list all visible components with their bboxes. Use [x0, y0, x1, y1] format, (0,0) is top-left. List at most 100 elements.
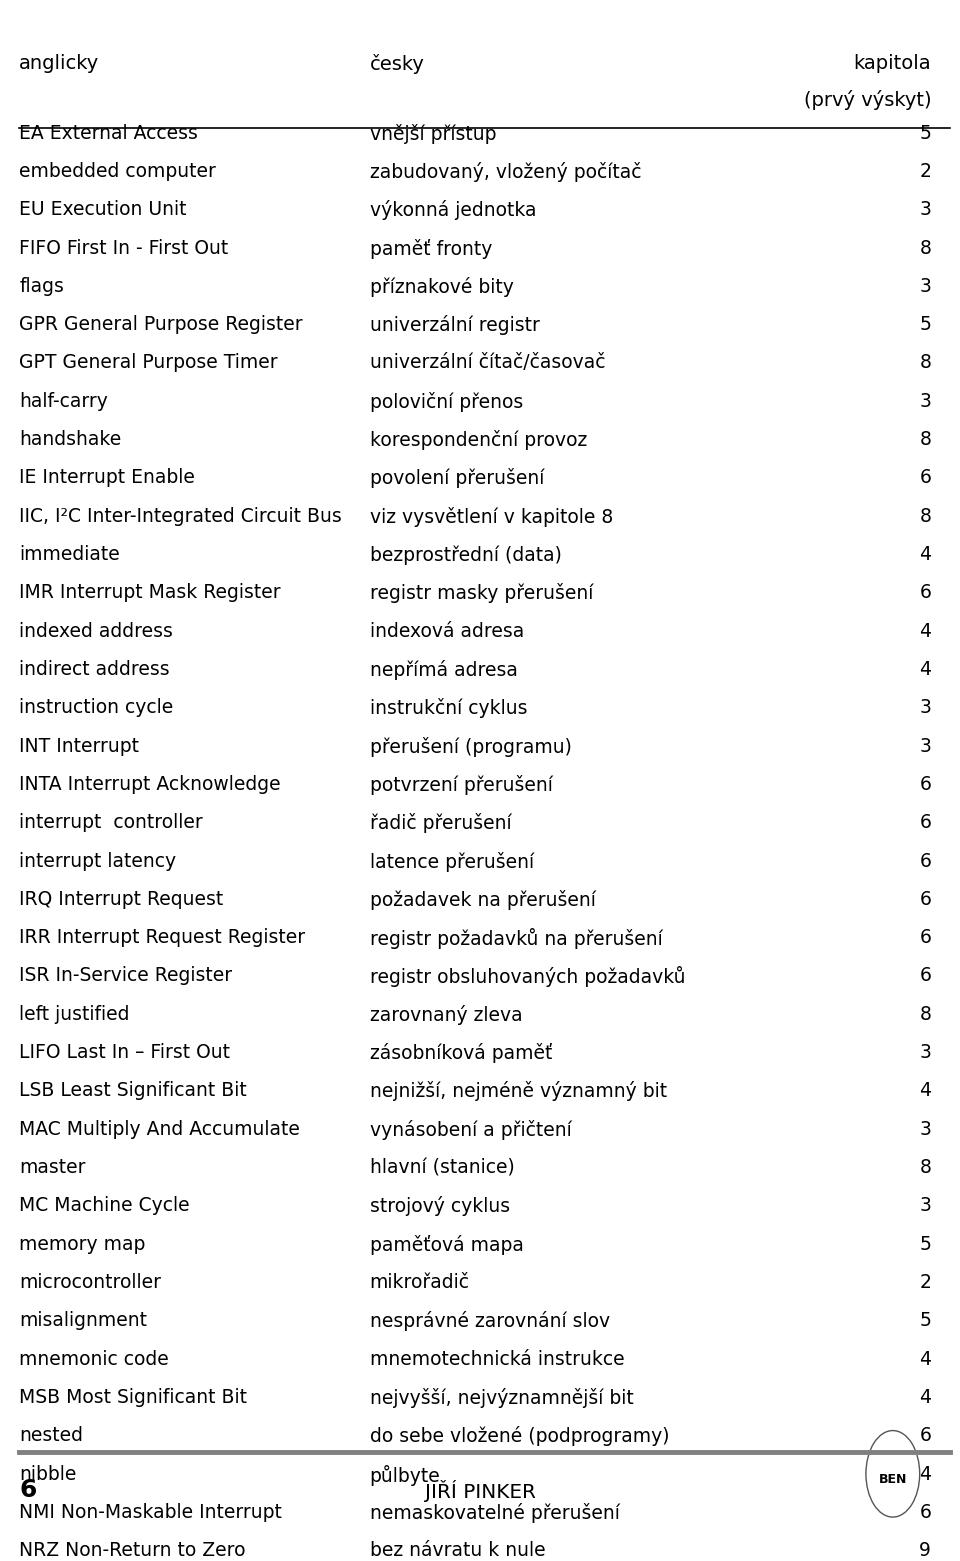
Text: 5: 5 — [920, 123, 931, 142]
Text: povolení přerušení: povolení přerušení — [370, 468, 544, 489]
Text: memory map: memory map — [19, 1235, 146, 1253]
Text: half-carry: half-carry — [19, 392, 108, 411]
Text: zásobníková paměť: zásobníková paměť — [370, 1043, 552, 1063]
Text: 6: 6 — [920, 929, 931, 948]
Text: IE Interrupt Enable: IE Interrupt Enable — [19, 468, 195, 487]
Text: anglicky: anglicky — [19, 55, 100, 73]
Text: viz vysvětlení v kapitole 8: viz vysvětlení v kapitole 8 — [370, 507, 612, 526]
Text: paměť fronty: paměť fronty — [370, 239, 492, 259]
Text: indexed address: indexed address — [19, 621, 173, 640]
Text: 6: 6 — [920, 468, 931, 487]
Text: GPT General Purpose Timer: GPT General Purpose Timer — [19, 353, 277, 373]
Text: 5: 5 — [920, 1311, 931, 1330]
Text: indirect address: indirect address — [19, 660, 170, 679]
Text: 8: 8 — [920, 353, 931, 373]
Text: 3: 3 — [920, 276, 931, 297]
Text: MSB Most Significant Bit: MSB Most Significant Bit — [19, 1388, 248, 1406]
Text: poloviční přenos: poloviční přenos — [370, 392, 523, 412]
Text: GPR General Purpose Register: GPR General Purpose Register — [19, 315, 302, 334]
Text: left justified: left justified — [19, 1005, 130, 1024]
Text: 6: 6 — [920, 890, 931, 909]
Text: registr masky přerušení: registr masky přerušení — [370, 584, 593, 604]
Text: interrupt  controller: interrupt controller — [19, 813, 203, 832]
Text: instrukční cyklus: instrukční cyklus — [370, 698, 527, 718]
Text: strojový cyklus: strojový cyklus — [370, 1196, 510, 1216]
Text: 4: 4 — [919, 660, 931, 679]
Text: FIFO First In - First Out: FIFO First In - First Out — [19, 239, 228, 258]
Text: bez návratu k nule: bez návratu k nule — [370, 1541, 545, 1559]
Text: instruction cycle: instruction cycle — [19, 698, 174, 718]
Text: 3: 3 — [920, 1119, 931, 1138]
Text: ISR In-Service Register: ISR In-Service Register — [19, 966, 232, 985]
Text: NMI Non-Maskable Interrupt: NMI Non-Maskable Interrupt — [19, 1503, 282, 1522]
Text: MC Machine Cycle: MC Machine Cycle — [19, 1196, 190, 1216]
Text: půlbyte: půlbyte — [370, 1464, 441, 1486]
Text: nepřímá adresa: nepřímá adresa — [370, 660, 517, 681]
Text: handshake: handshake — [19, 431, 122, 450]
Text: IMR Interrupt Mask Register: IMR Interrupt Mask Register — [19, 584, 281, 603]
Text: immediate: immediate — [19, 545, 120, 564]
Text: výkonná jednotka: výkonná jednotka — [370, 200, 536, 220]
Text: 6: 6 — [19, 1478, 36, 1502]
Text: zabudovaný, vložený počítač: zabudovaný, vložený počítač — [370, 162, 641, 183]
Text: univerzální registr: univerzální registr — [370, 315, 540, 336]
Text: 8: 8 — [920, 239, 931, 258]
Text: LSB Least Significant Bit: LSB Least Significant Bit — [19, 1082, 247, 1101]
Text: 3: 3 — [920, 200, 931, 219]
Text: NRZ Non-Return to Zero: NRZ Non-Return to Zero — [19, 1541, 246, 1559]
Text: 3: 3 — [920, 698, 931, 718]
Text: interrupt latency: interrupt latency — [19, 852, 177, 871]
Text: přerušení (programu): přerušení (programu) — [370, 737, 571, 757]
Text: misalignment: misalignment — [19, 1311, 147, 1330]
Text: do sebe vložené (podprogramy): do sebe vložené (podprogramy) — [370, 1427, 669, 1445]
Text: 8: 8 — [920, 507, 931, 526]
Text: INT Interrupt: INT Interrupt — [19, 737, 139, 756]
Text: MAC Multiply And Accumulate: MAC Multiply And Accumulate — [19, 1119, 300, 1138]
Text: 2: 2 — [920, 162, 931, 181]
Text: 4: 4 — [919, 1350, 931, 1369]
Text: 4: 4 — [919, 1388, 931, 1406]
Text: paměťová mapa: paměťová mapa — [370, 1235, 523, 1255]
Text: 2: 2 — [920, 1272, 931, 1293]
Text: česky: česky — [370, 55, 424, 73]
Text: nested: nested — [19, 1427, 84, 1445]
Text: IRQ Interrupt Request: IRQ Interrupt Request — [19, 890, 224, 909]
Text: kapitola: kapitola — [853, 55, 931, 73]
Text: master: master — [19, 1158, 85, 1177]
Text: registr požadavků na přerušení: registr požadavků na přerušení — [370, 929, 662, 949]
Text: 3: 3 — [920, 737, 931, 756]
Text: 3: 3 — [920, 1043, 931, 1061]
Text: EU Execution Unit: EU Execution Unit — [19, 200, 186, 219]
Text: příznakové bity: příznakové bity — [370, 276, 514, 297]
Text: bezprostřední (data): bezprostřední (data) — [370, 545, 562, 565]
Text: 8: 8 — [920, 1158, 931, 1177]
Text: 4: 4 — [919, 1082, 931, 1101]
Text: 8: 8 — [920, 1005, 931, 1024]
Text: korespondenční provoz: korespondenční provoz — [370, 431, 587, 450]
Text: nibble: nibble — [19, 1464, 77, 1483]
Text: registr obsluhovaných požadavků: registr obsluhovaných požadavků — [370, 966, 685, 988]
Text: 4: 4 — [919, 1464, 931, 1483]
Text: nejnižší, nejméně významný bit: nejnižší, nejméně významný bit — [370, 1082, 667, 1102]
Text: indexová adresa: indexová adresa — [370, 621, 524, 640]
Text: flags: flags — [19, 276, 64, 297]
Text: potvrzení přerušení: potvrzení přerušení — [370, 774, 552, 795]
Text: univerzální čítač/časovač: univerzální čítač/časovač — [370, 353, 605, 373]
Text: mnemotechnická instrukce: mnemotechnická instrukce — [370, 1350, 624, 1369]
Text: 5: 5 — [920, 1235, 931, 1253]
Text: nemaskovatelné přerušení: nemaskovatelné přerušení — [370, 1503, 619, 1524]
Text: mikrořadič: mikrořadič — [370, 1272, 469, 1293]
Text: microcontroller: microcontroller — [19, 1272, 161, 1293]
Text: JIŘÍ PINKER: JIŘÍ PINKER — [424, 1480, 536, 1502]
Text: hlavní (stanice): hlavní (stanice) — [370, 1158, 515, 1177]
Text: 6: 6 — [920, 774, 931, 795]
Text: 5: 5 — [920, 315, 931, 334]
Text: mnemonic code: mnemonic code — [19, 1350, 169, 1369]
Text: IIC, I²C Inter-Integrated Circuit Bus: IIC, I²C Inter-Integrated Circuit Bus — [19, 507, 342, 526]
Text: 4: 4 — [919, 621, 931, 640]
Text: IRR Interrupt Request Register: IRR Interrupt Request Register — [19, 929, 305, 948]
Text: latence přerušení: latence přerušení — [370, 852, 534, 871]
Text: řadič přerušení: řadič přerušení — [370, 813, 512, 834]
Text: INTA Interrupt Acknowledge: INTA Interrupt Acknowledge — [19, 774, 281, 795]
Text: embedded computer: embedded computer — [19, 162, 216, 181]
